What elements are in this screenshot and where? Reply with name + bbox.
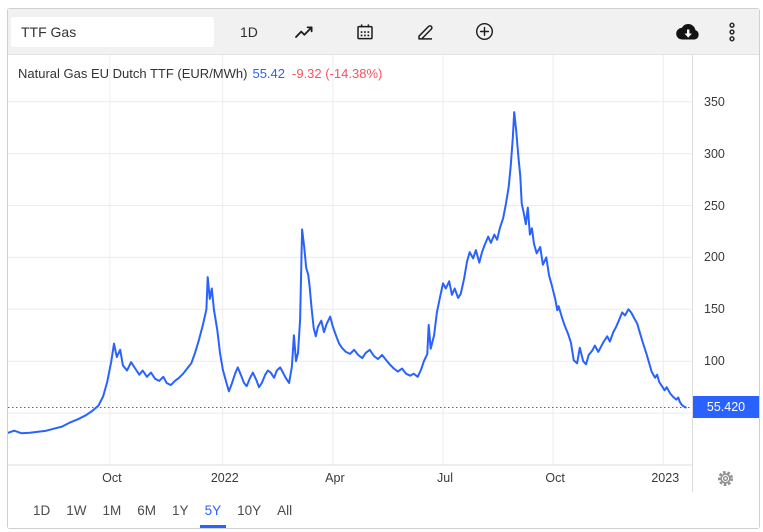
x-axis-label: 2023 bbox=[651, 471, 680, 485]
x-axis-label: Jul bbox=[437, 471, 454, 485]
last-price: 55.42 bbox=[252, 66, 286, 81]
range-button-5y[interactable]: 5Y bbox=[197, 500, 230, 528]
pencil-icon bbox=[415, 23, 435, 41]
range-button-1m[interactable]: 1M bbox=[102, 502, 122, 518]
y-axis-label: 150 bbox=[704, 302, 725, 317]
last-price-badge: 55.420 bbox=[693, 396, 759, 419]
range-button-6m[interactable]: 6M bbox=[137, 502, 157, 518]
x-axis-label: Oct bbox=[102, 471, 122, 485]
kebab-menu-icon bbox=[728, 22, 736, 42]
chart-style-button[interactable] bbox=[292, 19, 318, 45]
price-chart[interactable] bbox=[8, 55, 694, 466]
range-button-1d[interactable]: 1D bbox=[33, 502, 51, 518]
gear-icon bbox=[716, 469, 735, 491]
x-axis: Oct 2022 Apr Jul Oct 2023 bbox=[8, 465, 694, 492]
cloud-download-icon bbox=[676, 23, 700, 41]
calendar-icon bbox=[356, 23, 374, 41]
y-axis: 55.420 100 150 200 250 300 350 bbox=[692, 55, 759, 492]
symbol-search-input[interactable] bbox=[11, 16, 214, 47]
range-button-1y[interactable]: 1Y bbox=[172, 502, 189, 518]
symbol-legend: Natural Gas EU Dutch TTF (EUR/MWh) 55.42-… bbox=[18, 66, 382, 81]
x-axis-label: Apr bbox=[325, 471, 345, 485]
settings-button[interactable] bbox=[715, 470, 735, 490]
y-axis-label: 250 bbox=[704, 198, 725, 213]
date-range-button[interactable] bbox=[352, 19, 378, 45]
y-axis-label: 300 bbox=[704, 146, 725, 161]
x-axis-label: Oct bbox=[545, 471, 565, 485]
line-chart-icon bbox=[295, 24, 314, 40]
range-button-10y[interactable]: 10Y bbox=[237, 502, 262, 518]
symbol-title: Natural Gas EU Dutch TTF (EUR/MWh) bbox=[18, 66, 248, 81]
y-axis-label: 200 bbox=[704, 250, 725, 265]
add-button[interactable] bbox=[472, 19, 498, 45]
chart-area: Natural Gas EU Dutch TTF (EUR/MWh) 55.42-… bbox=[8, 55, 759, 492]
x-axis-label: 2022 bbox=[210, 471, 239, 485]
range-toolbar: 1D 1W 1M 6M 1Y 5Y 10Y All bbox=[8, 492, 759, 528]
chart-widget: 1D bbox=[7, 8, 760, 529]
plus-circle-icon bbox=[475, 22, 494, 41]
more-options-button[interactable] bbox=[719, 19, 745, 45]
interval-button[interactable]: 1D bbox=[240, 23, 258, 40]
y-axis-label: 350 bbox=[704, 94, 725, 109]
range-button-1w[interactable]: 1W bbox=[66, 502, 87, 518]
range-button-all[interactable]: All bbox=[277, 502, 293, 518]
top-toolbar: 1D bbox=[8, 9, 759, 55]
y-axis-label: 100 bbox=[704, 354, 725, 369]
draw-button[interactable] bbox=[412, 19, 438, 45]
download-button[interactable] bbox=[675, 19, 701, 45]
price-line-series bbox=[8, 111, 687, 435]
price-change: -9.32 (-14.38%) bbox=[292, 66, 383, 81]
